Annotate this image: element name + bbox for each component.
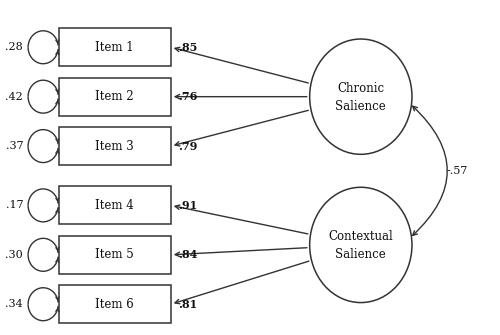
Text: .84: .84: [178, 249, 198, 260]
Text: .30: .30: [6, 250, 23, 260]
Text: Salience: Salience: [336, 100, 386, 113]
Text: .81: .81: [178, 299, 198, 310]
Text: .85: .85: [178, 42, 198, 53]
Bar: [59, 28, 171, 66]
Text: Chronic: Chronic: [338, 82, 384, 95]
Text: .76: .76: [178, 91, 198, 102]
Ellipse shape: [310, 187, 412, 303]
Text: -.57: -.57: [446, 166, 468, 176]
Text: Item 3: Item 3: [96, 140, 134, 152]
Bar: [59, 127, 171, 165]
Bar: [59, 285, 171, 323]
Text: Item 1: Item 1: [96, 41, 134, 54]
Text: .37: .37: [6, 141, 23, 151]
FancyArrowPatch shape: [412, 106, 447, 236]
Text: .28: .28: [6, 42, 23, 52]
Ellipse shape: [310, 39, 412, 154]
Text: .42: .42: [6, 92, 23, 102]
Text: Item 4: Item 4: [96, 199, 134, 212]
Bar: [59, 186, 171, 224]
Bar: [59, 78, 171, 116]
Text: .17: .17: [6, 200, 23, 210]
Text: Item 5: Item 5: [96, 248, 134, 261]
Bar: [59, 236, 171, 274]
Text: Salience: Salience: [336, 248, 386, 261]
Text: Item 2: Item 2: [96, 90, 134, 103]
Text: .34: .34: [6, 299, 23, 309]
Text: .91: .91: [178, 200, 198, 211]
Text: Item 6: Item 6: [96, 298, 134, 311]
Text: .79: .79: [178, 141, 198, 151]
Text: Contextual: Contextual: [328, 230, 393, 243]
